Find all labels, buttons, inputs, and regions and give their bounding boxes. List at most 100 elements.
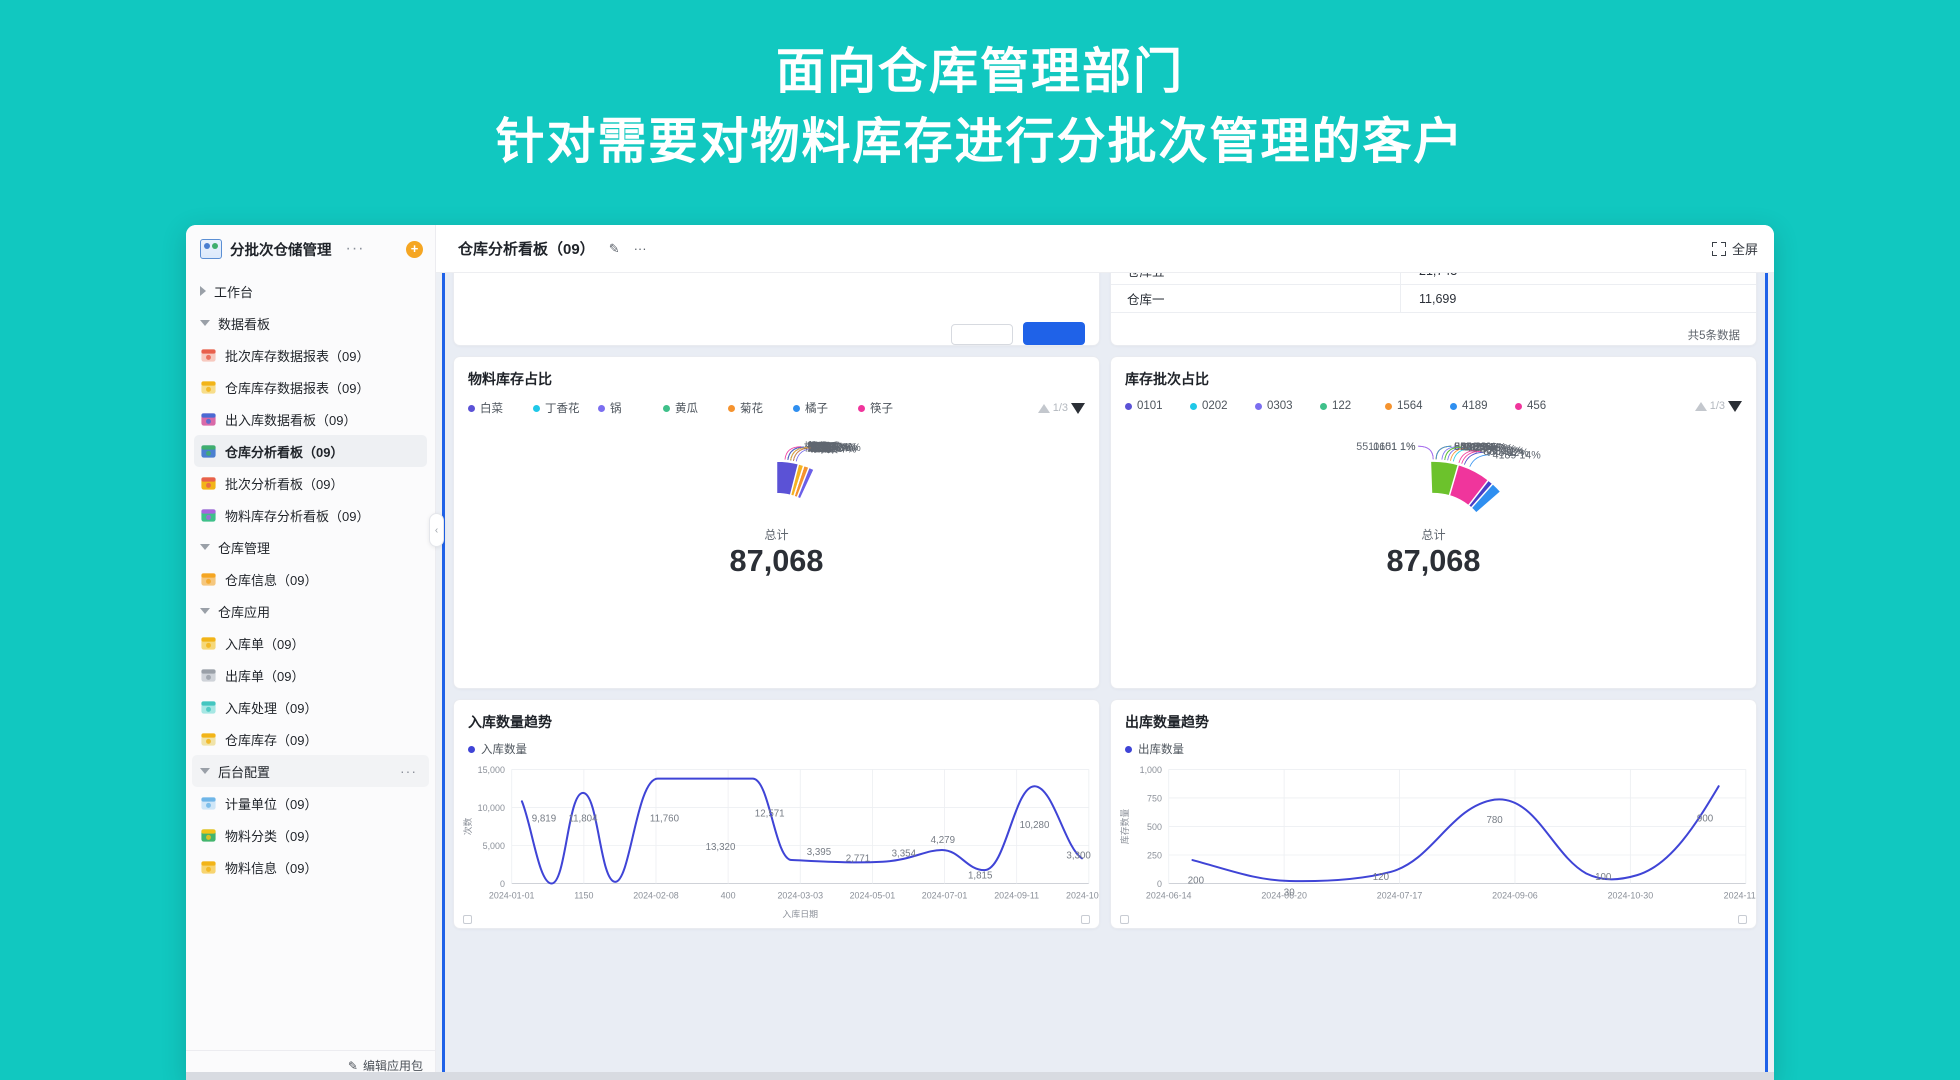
- sidebar-group-3[interactable]: 仓库应用: [186, 595, 435, 627]
- sidebar-item-2-0[interactable]: 仓库信息（09）: [194, 563, 427, 595]
- data-point-label: 13,320: [706, 842, 736, 853]
- table-row[interactable]: 仓库一 11,699: [1111, 285, 1756, 313]
- legend-page-down-button[interactable]: [1071, 402, 1085, 414]
- pie-slice-label-852: 852 2%: [1454, 441, 1491, 453]
- batch-stock-pie-legend: 0101 0202 0303 122 1564 4189 456 1/3: [1125, 400, 1742, 412]
- batch-stock-pie-chart: 0101 1% 0202 2% 0303 4% 122 5% 1564 7% 4189 1…: [1111, 409, 1756, 688]
- toolbar-more-button[interactable]: ···: [633, 241, 647, 256]
- data-point-label: 120: [1373, 872, 1390, 883]
- pie-leader-line: [1458, 449, 1478, 463]
- y-tick-label: 1,000: [1140, 765, 1162, 775]
- legend-item-黄瓜[interactable]: 黄瓜: [663, 400, 728, 416]
- legend-page-down-button[interactable]: [1728, 400, 1742, 412]
- app-add-button[interactable]: +: [406, 240, 423, 258]
- data-point-label: 4,279: [931, 835, 955, 846]
- inbound-trend-card: 入库数量趋势 入库数量 0 5,000 10,000 15,000 2024-01-01…: [453, 699, 1100, 929]
- cross-arrows-icon: [201, 412, 216, 426]
- sidebar-item-3-1[interactable]: 出库单（09）: [194, 659, 427, 691]
- legend-item-锅[interactable]: 锅: [598, 400, 663, 416]
- data-point-label: 11,804: [568, 813, 598, 824]
- legend-item-0202[interactable]: 0202: [1190, 400, 1255, 412]
- legend-page-up-button[interactable]: [1694, 401, 1707, 411]
- app-more-button[interactable]: ···: [345, 240, 365, 257]
- pie-leader-line: [795, 448, 814, 462]
- legend-dot-icon: [468, 404, 475, 412]
- x-tick-label: 2024-09-11: [994, 891, 1039, 901]
- legend-page-up-button[interactable]: [1037, 403, 1050, 413]
- legend-item-0101[interactable]: 0101: [1125, 400, 1190, 412]
- sidebar-group-4[interactable]: 后台配置 ···: [192, 755, 429, 787]
- x-tick-label: 2024-10-30: [1066, 891, 1099, 901]
- data-point-label: 1,815: [968, 871, 992, 882]
- pie-slice-9999[interactable]: [1429, 460, 1460, 497]
- sidebar-item-4-0[interactable]: 计量单位（09）: [194, 787, 427, 819]
- inbound-resize-handle-right[interactable]: [1081, 915, 1090, 924]
- pie-slice-label-456: 456 10%: [1480, 445, 1523, 457]
- batch-stock-pie-card: 库存批次占比 0101 0202 0303 122 1564 4189 456 1/3 010…: [1110, 356, 1757, 689]
- filter-input[interactable]: [951, 324, 1013, 345]
- main-toolbar: 仓库分析看板（09） ✎ ··· 全屏: [436, 225, 1774, 273]
- pie-slice-label-日元: 日元 6%: [813, 443, 853, 455]
- legend-label: 丁香花: [545, 403, 580, 415]
- pie-slice-label-西瓜: 西瓜 5%: [810, 442, 850, 454]
- sidebar-item-3-3[interactable]: 仓库库存（09）: [194, 723, 427, 755]
- y-tick-label: 10,000: [478, 803, 505, 813]
- pie-slice-label-白菜: 白菜 5%: [810, 441, 850, 454]
- sidebar-collapse-handle[interactable]: ‹: [429, 513, 444, 547]
- sidebar-item-1-5[interactable]: 物料库存分析看板（09）: [194, 499, 427, 531]
- inbound-resize-handle-left[interactable]: [463, 915, 472, 924]
- fullscreen-button[interactable]: 全屏: [1711, 239, 1758, 258]
- legend-item-1564[interactable]: 1564: [1385, 400, 1450, 412]
- pie-slice-郁金香[interactable]: [775, 460, 800, 497]
- inbound-trend-legend[interactable]: 入库数量: [468, 741, 1085, 757]
- sidebar-item-4-2[interactable]: 物料信息（09）: [194, 851, 427, 883]
- legend-item-4189[interactable]: 4189: [1450, 400, 1515, 412]
- legend-item-菊花[interactable]: 菊花: [728, 400, 793, 416]
- outbound-resize-handle-left[interactable]: [1120, 915, 1129, 924]
- pie-leader-line: [1444, 446, 1462, 460]
- legend-item-橘子[interactable]: 橘子: [793, 400, 858, 416]
- legend-item-0303[interactable]: 0303: [1255, 400, 1320, 412]
- pie-leader-line: [1463, 451, 1484, 465]
- sidebar-item-1-1[interactable]: 仓库库存数据报表（09）: [194, 371, 427, 403]
- warehouse-table-rows: 仓库五21,743仓库一11,699: [1111, 273, 1756, 313]
- legend-item-456[interactable]: 456: [1515, 400, 1580, 412]
- sidebar-group-1[interactable]: 数据看板: [186, 307, 435, 339]
- app-header: 分批次仓储管理 ··· +: [186, 225, 435, 273]
- sidebar-item-1-4[interactable]: 批次分析看板（09）: [194, 467, 427, 499]
- legend-pager: 1/3: [1694, 400, 1742, 412]
- sidebar-group-0[interactable]: 工作台: [186, 275, 435, 307]
- sidebar-item-1-2[interactable]: 出入库数据看板（09）: [194, 403, 427, 435]
- sidebar-item-1-3[interactable]: 仓库分析看板（09）: [194, 435, 427, 467]
- pie-slice-label-7563: 7563 8%: [1474, 443, 1517, 455]
- edit-pen-icon[interactable]: ✎: [608, 240, 620, 256]
- chevron-down-icon: [200, 544, 210, 550]
- sidebar-group-more-button[interactable]: ···: [400, 763, 417, 779]
- outbound-resize-handle-right[interactable]: [1738, 915, 1747, 924]
- legend-dot-icon: [793, 404, 800, 412]
- clipboard-icon: [201, 700, 216, 714]
- pie-leader-line: [1447, 447, 1465, 461]
- warehouse-table-total: 共5条数据: [1687, 330, 1740, 342]
- filter-submit-button[interactable]: [1023, 322, 1085, 345]
- pie-slice-label-1564: 1564 7%: [1471, 443, 1514, 455]
- x-tick-label: 2024-10-30: [1608, 891, 1654, 901]
- legend-item-丁香花[interactable]: 丁香花: [533, 400, 598, 416]
- sidebar-item-4-1[interactable]: 物料分类（09）: [194, 819, 427, 851]
- legend-item-筷子[interactable]: 筷子: [858, 400, 923, 416]
- warehouse-name-cell: 仓库一: [1111, 285, 1401, 312]
- outbound-trend-legend[interactable]: 出库数量: [1125, 741, 1742, 757]
- legend-pager: 1/3: [1037, 402, 1085, 414]
- outbound-trend-chart: 0 250 500 750 1,000 2024-06-14 2024-06-20 2024-…: [1111, 756, 1756, 928]
- sidebar-item-3-2[interactable]: 入库处理（09）: [194, 691, 427, 723]
- table-row[interactable]: 仓库五21,743: [1111, 273, 1756, 285]
- sidebar-item-1-0[interactable]: 批次库存数据报表（09）: [194, 339, 427, 371]
- sidebar-group-2[interactable]: 仓库管理: [186, 531, 435, 563]
- sidebar-item-3-0[interactable]: 入库单（09）: [194, 627, 427, 659]
- target-icon: [201, 508, 216, 522]
- sidebar-item-label: 仓库分析看板（09）: [225, 444, 344, 460]
- legend-item-白菜[interactable]: 白菜: [468, 400, 533, 416]
- inbound-trend-title: 入库数量趋势: [468, 714, 552, 730]
- legend-item-122[interactable]: 122: [1320, 400, 1385, 412]
- sidebar-item-label: 批次库存数据报表（09）: [225, 348, 370, 364]
